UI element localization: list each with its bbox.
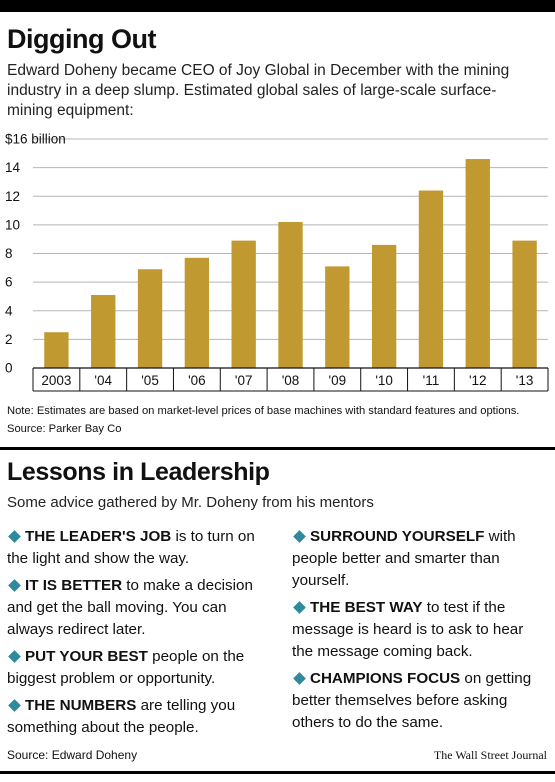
x-tick-label: '09 — [329, 373, 347, 388]
lesson-lead: THE LEADER'S JOB — [25, 528, 172, 545]
section-divider — [0, 447, 555, 450]
x-tick-label: '12 — [469, 373, 487, 388]
bar — [137, 269, 163, 368]
diamond-bullet-icon — [293, 530, 306, 543]
bar — [278, 222, 303, 368]
bar — [231, 240, 256, 368]
bar-chart: 0 2 4 6 8 10 12 14 $16 billion 2003 '04 '05 '06 '07 '0… — [5, 132, 549, 392]
footer-source: Source: Edward Doheny — [7, 748, 138, 762]
lesson-text: to test if the message is heard is to as… — [292, 599, 524, 660]
x-tick-label: '06 — [188, 373, 206, 388]
bar — [44, 332, 69, 368]
x-tick-label: '13 — [516, 373, 534, 388]
top-rule — [0, 0, 555, 12]
bottom-rule — [0, 771, 555, 774]
y-tick-label: 8 — [5, 246, 13, 261]
diamond-bullet-icon — [8, 579, 21, 592]
lesson-text: on getting better themselves before aski… — [292, 670, 532, 731]
x-tick-label: '08 — [282, 373, 300, 388]
lesson-text: people on the biggest problem or opportu… — [7, 648, 245, 687]
lesson-item: THE NUMBERS are telling you something ab… — [7, 695, 277, 739]
y-tick-label: 14 — [5, 160, 21, 175]
bar — [418, 190, 444, 368]
lesson-lead: THE BEST WAY — [310, 599, 423, 616]
lesson-lead: IT IS BETTER — [25, 577, 123, 594]
chart-note: Note: Estimates are based on market-leve… — [7, 402, 552, 438]
bar — [325, 266, 350, 368]
bar — [512, 240, 537, 368]
diamond-bullet-icon — [8, 699, 21, 712]
y-tick-label: 4 — [5, 303, 13, 318]
x-tick-label: 2003 — [41, 373, 71, 388]
y-tick-label: $16 billion — [5, 132, 66, 147]
chart-subtitle: Edward Doheny became CEO of Joy Global i… — [7, 62, 510, 119]
lesson-text: are telling you something about the peop… — [7, 697, 236, 736]
footer-brand: The Wall Street Journal — [433, 748, 547, 762]
bar — [371, 244, 397, 368]
lesson-item: IT IS BETTER to make a decision and get … — [7, 575, 277, 641]
y-tick-label: 2 — [5, 332, 13, 347]
x-tick-label: '10 — [375, 373, 393, 388]
y-tick-label: 0 — [5, 361, 13, 376]
diamond-bullet-icon — [8, 650, 21, 663]
lesson-lead: PUT YOUR BEST — [25, 648, 148, 665]
y-tick-label: 12 — [5, 189, 20, 204]
lesson-item: PUT YOUR BEST people on the biggest prob… — [7, 646, 277, 690]
lesson-item: THE BEST WAY to test if the message is h… — [292, 597, 548, 663]
note-source: Source: Parker Bay Co — [7, 423, 122, 435]
chart-title: Digging Out — [7, 24, 156, 54]
lesson-lead: CHAMPIONS FOCUS — [310, 670, 461, 687]
lesson-item: SURROUND YOURSELF with people better and… — [292, 526, 548, 592]
lessons-title: Lessons in Leadership — [7, 458, 270, 486]
note-text: Note: Estimates are based on market-leve… — [7, 405, 520, 417]
lessons-subtitle: Some advice gathered by Mr. Doheny from … — [7, 494, 374, 511]
lesson-item: THE LEADER'S JOB is to turn on the light… — [7, 526, 277, 570]
bar — [91, 295, 116, 368]
bar — [465, 159, 490, 368]
x-tick-label: '04 — [94, 373, 112, 388]
lesson-lead: THE NUMBERS — [25, 697, 137, 714]
diamond-bullet-icon — [293, 601, 306, 614]
lesson-text: is to turn on the light and show the way… — [7, 528, 255, 567]
y-tick-label: 10 — [5, 217, 20, 232]
lesson-lead: SURROUND YOURSELF — [310, 528, 485, 545]
x-tick-label: '11 — [423, 373, 440, 388]
x-tick-label: '05 — [141, 373, 159, 388]
diamond-bullet-icon — [293, 672, 306, 685]
bar — [184, 257, 210, 368]
diamond-bullet-icon — [8, 530, 21, 543]
lesson-item: CHAMPIONS FOCUS on getting better themse… — [292, 668, 548, 734]
lesson-text: to make a decision and get the ball movi… — [7, 577, 253, 638]
lessons-right-column: SURROUND YOURSELF with people better and… — [292, 526, 548, 739]
lesson-text: with people better and smarter than your… — [292, 528, 516, 589]
y-tick-label: 6 — [5, 275, 13, 290]
x-tick-label: '07 — [235, 373, 253, 388]
lessons-left-column: THE LEADER'S JOB is to turn on the light… — [7, 526, 277, 744]
